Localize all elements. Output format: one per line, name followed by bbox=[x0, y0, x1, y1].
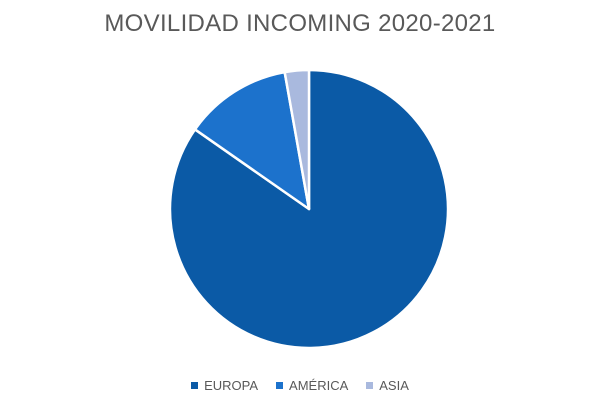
legend-item-america: AMÉRICA bbox=[276, 378, 348, 393]
pie-slice-america bbox=[193, 70, 311, 211]
legend-swatch-asia bbox=[366, 382, 374, 389]
pie-slice-asia bbox=[283, 68, 311, 211]
legend-swatch-america bbox=[276, 382, 284, 389]
legend-item-europa: EUROPA bbox=[191, 378, 258, 393]
legend-item-asia: ASIA bbox=[366, 378, 409, 393]
legend-swatch-europa bbox=[191, 382, 199, 389]
legend-label-asia: ASIA bbox=[379, 378, 409, 393]
legend-label-europa: EUROPA bbox=[204, 378, 259, 393]
chart-title: MOVILIDAD INCOMING 2020-2021 bbox=[104, 10, 496, 37]
legend: EUROPA AMÉRICA ASIA bbox=[0, 378, 600, 393]
legend-label-america: AMÉRICA bbox=[289, 378, 349, 393]
